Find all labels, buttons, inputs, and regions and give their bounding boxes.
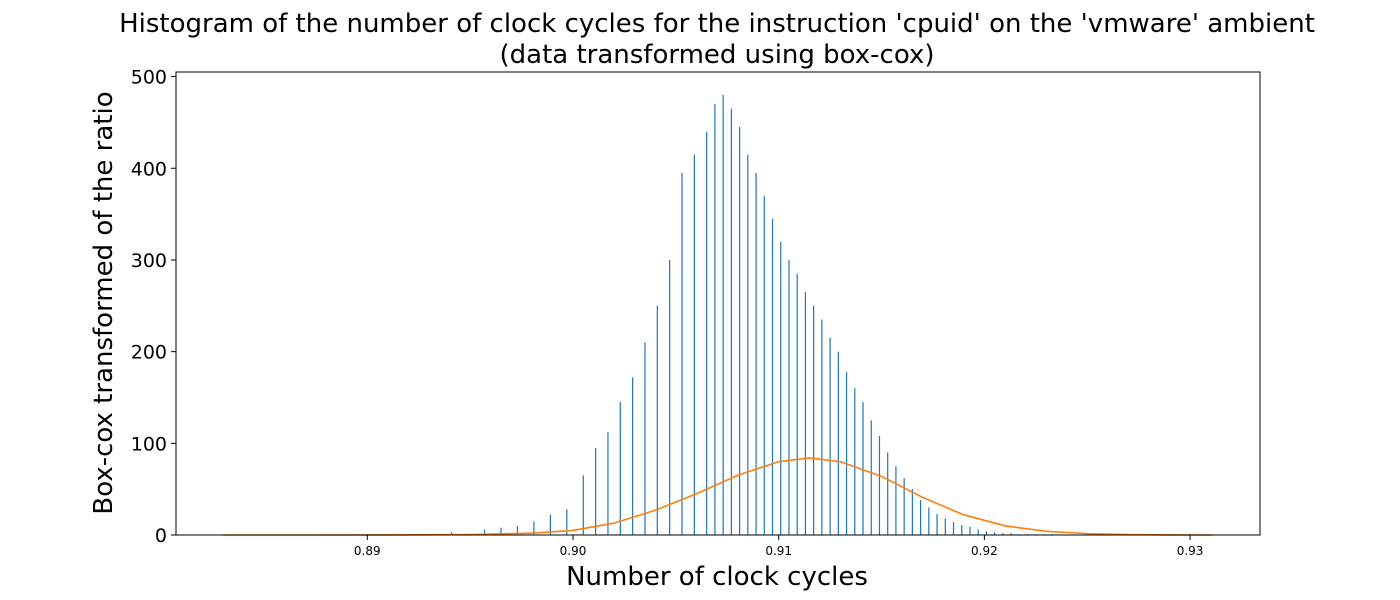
histogram-bar [796,273,798,535]
x-tick-label: 0.89 [354,544,381,558]
histogram-bar [788,259,790,535]
histogram-bar [895,466,897,535]
histogram-bar [739,127,741,535]
chart-title-line2: (data transformed using box-cox) [499,40,934,70]
histogram-bar [693,154,695,535]
y-tick-label: 100 [131,433,167,455]
histogram-bar [829,337,831,535]
histogram-bar [994,532,996,535]
chart-title-line1: Histogram of the number of clock cycles … [119,9,1315,39]
y-tick-label: 400 [131,158,167,180]
y-tick-label: 0 [155,525,167,547]
histogram-bar [862,402,864,535]
histogram-bar [804,292,807,535]
histogram-bar [483,529,486,535]
histogram-bar [845,371,848,535]
histogram-bar [903,478,905,535]
histogram-bar [500,527,502,535]
histogram-bar [813,305,815,535]
y-axis-ticks: 0 100 200 300 400 500 [131,67,176,547]
histogram-bar [1002,533,1004,535]
bars-group [451,94,1053,536]
histogram-bar [681,172,683,535]
x-axis-ticks: 0.89 0.90 0.91 0.92 0.93 [354,535,1203,558]
histogram-bar [944,518,946,535]
fit-curve-line [223,457,1213,536]
x-axis-label: Number of clock cycles [566,562,868,592]
histogram-bar [451,532,453,535]
histogram-bar [928,507,930,535]
histogram-bar [619,402,621,535]
histogram-bar [854,388,856,535]
y-tick-label: 500 [131,67,167,89]
histogram-bar [837,351,839,535]
histogram-bar [936,513,938,535]
histogram-bar [952,522,955,535]
histogram-bar [714,104,716,535]
histogram-bar [632,377,634,535]
histogram-bar [644,342,646,535]
histogram-bar [566,509,568,535]
histogram-bar [730,108,732,536]
histogram-bar [1010,533,1012,535]
fit-curve-group [223,457,1213,536]
histogram-bar [595,447,597,535]
histogram-bar [516,525,519,535]
histogram-bar [706,131,708,535]
histogram-bar [771,218,774,535]
histogram-bar [977,529,979,535]
histogram-bar [887,452,889,535]
x-tick-label: 0.93 [1177,544,1204,558]
histogram-bar [722,94,724,536]
histogram-bar [911,489,913,535]
histogram-bar [985,531,988,535]
histogram-bar [821,319,823,535]
y-tick-label: 200 [131,342,167,364]
histogram-bar [969,526,971,535]
histogram-bar [607,432,609,535]
histogram-bar [582,475,584,535]
histogram-bar [656,305,658,535]
histogram-bar [755,172,757,535]
histogram-bar [878,435,881,535]
histogram-bar [870,420,872,535]
histogram-bar [669,259,671,535]
y-tick-label: 300 [131,250,167,272]
histogram-bar [961,524,963,535]
histogram-bar [747,154,749,535]
x-tick-label: 0.90 [560,544,587,558]
y-axis-label: Box-cox transformed of the ratio [89,91,119,514]
histogram-bar [549,514,551,535]
histogram-bar [920,500,922,535]
x-tick-label: 0.91 [765,544,792,558]
histogram-bar [780,241,782,536]
plot-area-frame [175,71,1261,536]
histogram-bar [533,521,535,535]
x-tick-label: 0.92 [971,544,998,558]
histogram-bar [763,195,765,535]
